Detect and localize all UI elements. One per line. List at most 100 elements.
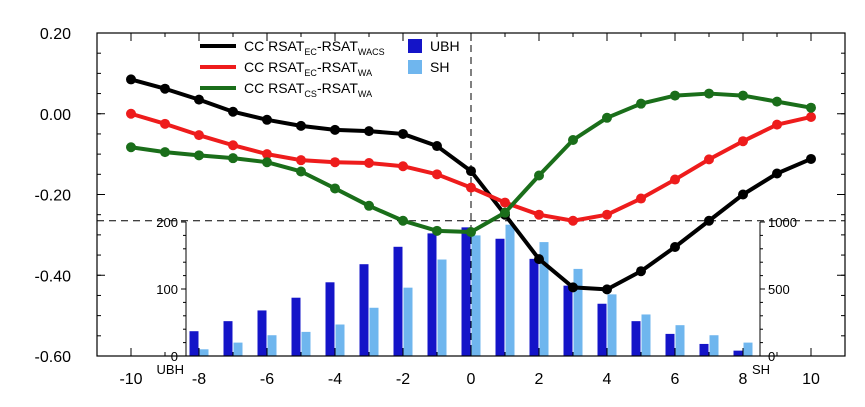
data-point <box>296 120 306 131</box>
bar-sh <box>233 342 243 356</box>
data-point <box>806 153 816 164</box>
line-series-2 <box>126 108 816 226</box>
data-point <box>806 111 816 122</box>
legend-bar-swatch <box>408 60 422 74</box>
bar-series-group <box>189 224 753 356</box>
data-point <box>704 215 714 226</box>
inset-left-tick-label: 100 <box>156 282 178 297</box>
y-tick-label: -0.40 <box>35 268 72 285</box>
bar-ubh <box>393 246 403 356</box>
x-tick-label: 6 <box>671 371 680 388</box>
bar-sh <box>573 268 583 356</box>
bar-ubh <box>427 233 437 356</box>
x-tick-label: -8 <box>192 371 206 388</box>
x-tick-label: 0 <box>467 371 476 388</box>
data-point <box>772 119 782 130</box>
inset-right-tick-label: 1000 <box>768 215 797 230</box>
bar-ubh <box>359 264 369 356</box>
data-point <box>636 193 646 204</box>
data-point <box>500 207 510 218</box>
data-point <box>704 88 714 99</box>
data-point <box>534 254 544 265</box>
line-series-3 <box>126 88 816 238</box>
data-point <box>160 118 170 129</box>
bar-ubh <box>189 331 199 356</box>
data-point <box>262 114 272 125</box>
bar-sh <box>505 224 515 356</box>
data-point <box>432 141 442 152</box>
data-point <box>126 142 136 153</box>
y-tick-label: -0.60 <box>35 349 72 366</box>
data-point <box>194 150 204 161</box>
bar-sh <box>403 287 413 356</box>
data-point <box>364 158 374 169</box>
y-tick-label: -0.20 <box>35 188 72 205</box>
bar-sh <box>471 235 481 356</box>
y-tick-label: 0.20 <box>40 26 71 43</box>
x-tick-label: -10 <box>119 371 142 388</box>
legend-label: UBH <box>430 38 460 54</box>
data-point <box>126 108 136 119</box>
bar-sh <box>199 349 209 356</box>
bar-ubh <box>257 310 267 356</box>
data-point <box>228 140 238 151</box>
bar-sh <box>267 335 277 356</box>
data-point <box>364 200 374 211</box>
bar-sh <box>641 314 651 356</box>
data-point <box>126 74 136 85</box>
data-point <box>364 126 374 137</box>
data-point <box>636 98 646 109</box>
bar-sh <box>301 331 311 356</box>
data-point <box>296 155 306 166</box>
data-point <box>228 153 238 164</box>
data-point <box>670 241 680 252</box>
data-point <box>466 227 476 238</box>
data-point <box>806 102 816 113</box>
bar-ubh <box>631 321 641 356</box>
data-point <box>330 157 340 168</box>
data-point <box>466 166 476 177</box>
bar-sh <box>675 325 685 356</box>
x-tick-label: -6 <box>260 371 274 388</box>
data-point <box>296 166 306 177</box>
bar-ubh <box>325 282 335 356</box>
data-point <box>398 161 408 172</box>
bar-ubh <box>699 343 709 356</box>
bar-sh <box>437 259 447 356</box>
data-point <box>602 209 612 220</box>
data-point <box>330 183 340 194</box>
bar-sh <box>709 335 719 356</box>
bar-ubh <box>461 227 471 356</box>
data-point <box>602 284 612 295</box>
bar-ubh <box>529 258 539 356</box>
inset-axis-label-sh: SH <box>752 362 770 377</box>
data-point <box>534 170 544 181</box>
bar-ubh <box>291 297 301 356</box>
data-point <box>262 157 272 168</box>
inset-left-tick-label: 200 <box>156 215 178 230</box>
data-point <box>160 83 170 94</box>
inset-right-tick-label: 500 <box>768 282 790 297</box>
data-point <box>398 128 408 139</box>
x-tick-label: 8 <box>739 371 748 388</box>
data-point <box>636 266 646 277</box>
legend-label: CC RSATEC-RSATWACS <box>244 38 385 57</box>
bar-sh <box>335 324 345 356</box>
data-point <box>330 124 340 135</box>
data-point <box>738 189 748 200</box>
x-tick-label: -4 <box>328 371 342 388</box>
data-point <box>500 197 510 208</box>
data-point <box>738 136 748 147</box>
legend-bar-swatch <box>408 39 422 53</box>
data-point <box>432 169 442 180</box>
x-tick-label: 10 <box>802 371 820 388</box>
bar-ubh <box>495 238 505 356</box>
bar-ubh <box>733 350 743 356</box>
data-point <box>670 90 680 101</box>
bar-sh <box>743 342 753 356</box>
bar-ubh <box>665 333 675 356</box>
data-point <box>670 174 680 185</box>
x-tick-label: 4 <box>603 371 612 388</box>
data-point <box>194 94 204 105</box>
line-series-1 <box>126 74 816 295</box>
